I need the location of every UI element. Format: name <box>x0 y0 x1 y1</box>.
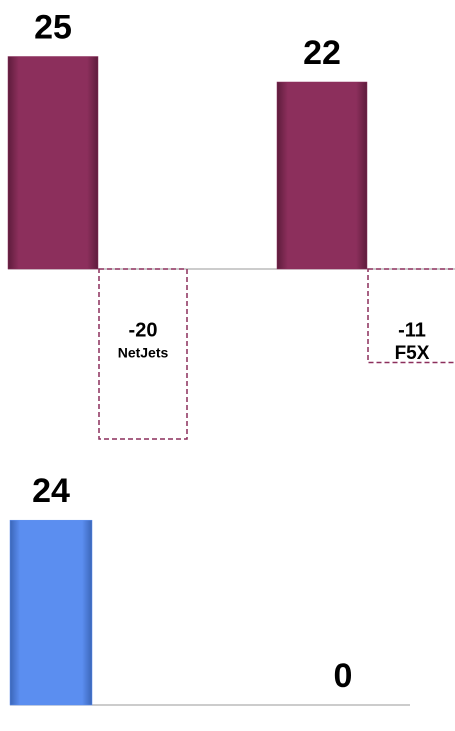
negative-bar <box>367 268 455 364</box>
value-label: 22 <box>303 34 341 72</box>
value-label: 0 <box>334 657 353 695</box>
category-label: F5X <box>395 343 430 364</box>
value-label: -11 <box>398 319 426 341</box>
category-label: NetJets <box>118 345 169 361</box>
value-label: 25 <box>34 8 72 46</box>
value-label: 24 <box>32 472 70 510</box>
bar <box>7 56 99 270</box>
negative-bar <box>98 268 188 440</box>
bar <box>276 81 368 270</box>
bar <box>9 519 93 706</box>
value-label: -20 <box>129 319 158 341</box>
